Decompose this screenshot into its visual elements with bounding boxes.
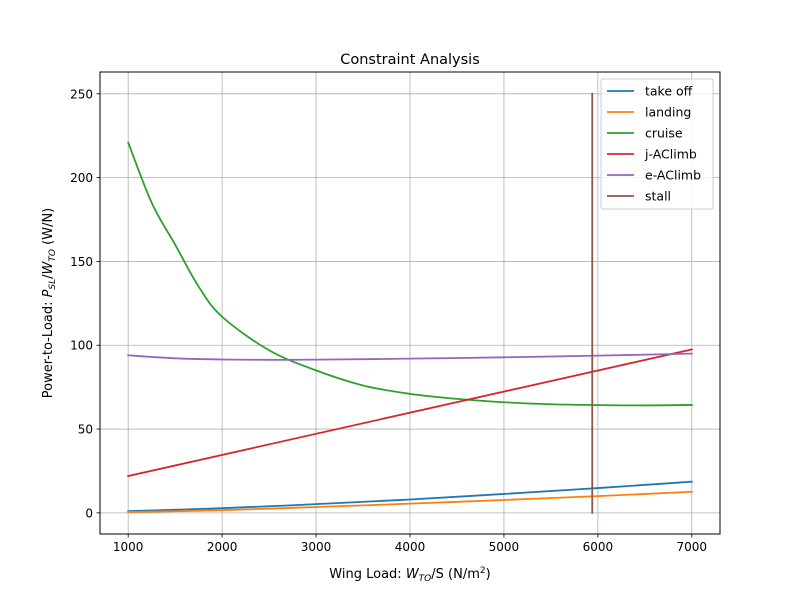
grid xyxy=(100,72,720,534)
y-axis: 0 50 100 150 200 250 xyxy=(70,87,100,520)
legend-label-j-aclimb: j-AClimb xyxy=(644,147,697,162)
series-line-cruise xyxy=(127,141,693,407)
legend-label-e-aclimb: e-AClimb xyxy=(645,168,701,183)
x-tick-label: 4000 xyxy=(395,540,426,554)
y-tick-label: 50 xyxy=(78,423,93,437)
legend-label-stall: stall xyxy=(645,189,671,204)
x-axis-label: Wing Load: WTO/S (N/m2) xyxy=(329,566,490,584)
x-tick-label: 5000 xyxy=(489,540,520,554)
x-axis: 1000 2000 3000 4000 5000 6000 7000 xyxy=(113,534,707,554)
y-tick-label: 150 xyxy=(70,255,93,269)
y-tick-label: 250 xyxy=(70,87,93,101)
y-axis-label-suffix: (W/N) xyxy=(41,208,56,249)
y-axis-label-prefix: Power-to-Load: xyxy=(41,297,56,398)
series-layer xyxy=(127,92,693,514)
x-tick-label: 7000 xyxy=(677,540,708,554)
x-tick-label: 1000 xyxy=(113,540,144,554)
y-tick-label: 0 xyxy=(85,506,93,520)
series-line-j-aclimb xyxy=(127,348,693,478)
legend: take off landing cruise j-AClimb e-AClimb sta… xyxy=(600,78,714,210)
x-tick-label: 3000 xyxy=(301,540,332,554)
y-axis-label-subscript-to: TO xyxy=(48,249,58,262)
legend-label-cruise: cruise xyxy=(645,126,683,141)
series-line-e-aclimb xyxy=(127,352,693,361)
series-line-take-off xyxy=(127,480,693,513)
x-axis-label-subscript: TO xyxy=(419,574,432,584)
y-axis-label-subscript-sl: SL xyxy=(48,279,58,290)
x-axis-label-symbol: W xyxy=(406,567,420,582)
x-axis-label-mid: /S (N/m xyxy=(431,567,480,582)
y-tick-label: 100 xyxy=(70,339,93,353)
y-axis-label-symbol-p: P xyxy=(41,289,56,297)
legend-label-landing: landing xyxy=(645,105,691,120)
x-axis-label-suffix: ) xyxy=(486,567,491,582)
y-axis-label-symbol-w: W xyxy=(41,260,56,274)
x-tick-label: 2000 xyxy=(207,540,238,554)
x-tick-label: 6000 xyxy=(583,540,614,554)
legend-label-take-off: take off xyxy=(645,84,693,99)
y-tick-label: 200 xyxy=(70,171,93,185)
x-axis-label-prefix: Wing Load: xyxy=(329,567,406,582)
x-axis-label-superscript: 2 xyxy=(480,566,486,576)
chart-title: Constraint Analysis xyxy=(340,52,480,68)
y-axis-label-slash: / xyxy=(41,274,56,279)
y-axis-label: Power-to-Load: PSL/WTO (W/N) xyxy=(41,208,58,399)
series-line-landing xyxy=(127,490,693,513)
